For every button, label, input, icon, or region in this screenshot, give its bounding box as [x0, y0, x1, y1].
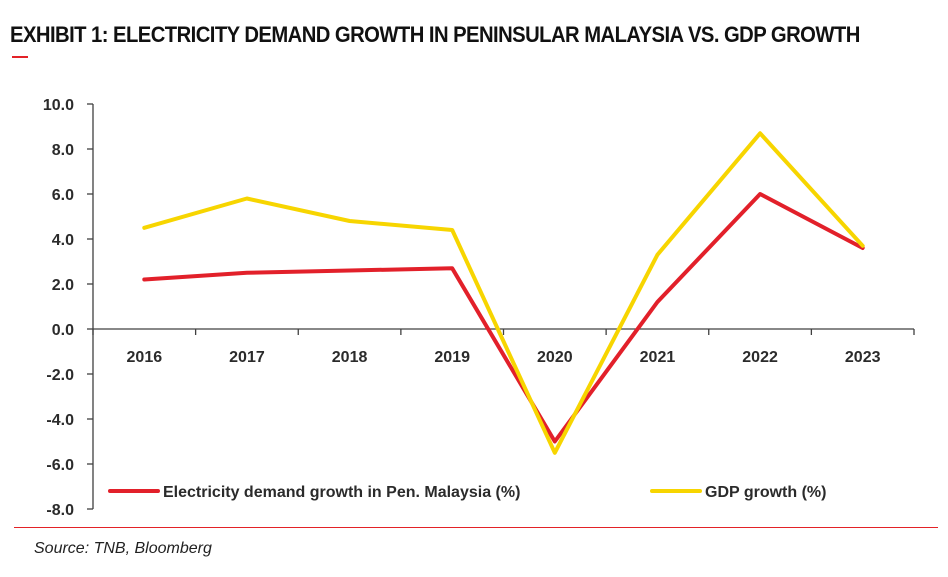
- y-tick-label: 6.0: [52, 187, 74, 204]
- x-tick-label: 2019: [434, 349, 470, 366]
- x-tick-label: 2022: [742, 349, 778, 366]
- line-chart: 10.0 8.0 6.0 4.0 2.0 0.0 -2.0 -4.0 -6.0 -8.0 2016…: [43, 97, 915, 519]
- x-axis: 2016 2017 2018 2019 2020 2021 2022 2023: [92, 328, 915, 366]
- legend: Electricity demand growth in Pen. Malays…: [108, 484, 826, 501]
- y-tick-label: 4.0: [52, 232, 74, 249]
- title-accent-bar: [12, 56, 28, 58]
- y-tick-label: -6.0: [46, 457, 74, 474]
- x-tick-label: 2021: [640, 349, 676, 366]
- series-lines: [142, 131, 865, 455]
- x-tick-label: 2016: [127, 349, 163, 366]
- y-tick-label: 8.0: [52, 142, 74, 159]
- y-axis: 10.0 8.0 6.0 4.0 2.0 0.0 -2.0 -4.0 -6.0 -8.0: [43, 97, 94, 519]
- x-tick-label: 2023: [845, 349, 881, 366]
- y-tick-label: -4.0: [46, 412, 74, 429]
- legend-label: GDP growth (%): [705, 484, 826, 501]
- y-tick-label: 0.0: [52, 322, 74, 339]
- x-tick-label: 2017: [229, 349, 265, 366]
- x-tick-label: 2020: [537, 349, 573, 366]
- footer-divider: [14, 527, 938, 528]
- y-tick-label: 2.0: [52, 277, 74, 294]
- source-note: Source: TNB, Bloomberg: [34, 540, 212, 557]
- chart-title: EXHIBIT 1: ELECTRICITY DEMAND GROWTH IN …: [10, 22, 860, 47]
- y-tick-label: 10.0: [43, 97, 74, 114]
- legend-label: Electricity demand growth in Pen. Malays…: [163, 484, 520, 501]
- y-tick-label: -8.0: [46, 502, 74, 519]
- series-line-gdp: [142, 131, 865, 455]
- y-tick-label: -2.0: [46, 367, 74, 384]
- x-tick-label: 2018: [332, 349, 368, 366]
- series-line-electricity: [142, 192, 865, 444]
